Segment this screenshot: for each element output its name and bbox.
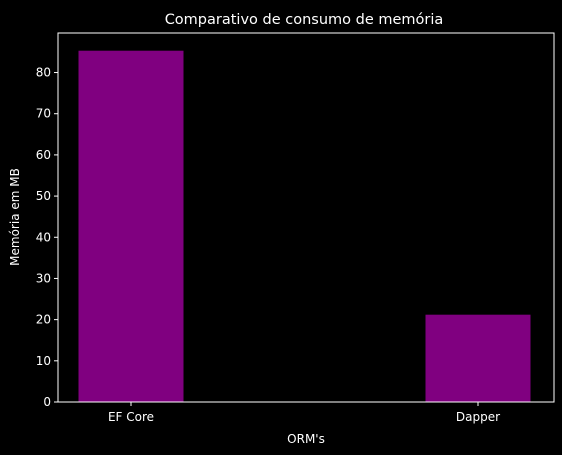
y-axis-label: Memória em MB (8, 168, 22, 266)
plot-area: 0 10 20 30 40 50 60 70 80 EF Core Dapper (36, 32, 555, 424)
y-tick-label: 80 (36, 66, 51, 80)
y-tick-label: 70 (36, 107, 51, 121)
y-tick-label: 10 (36, 354, 51, 368)
x-axis-label: ORM's (287, 432, 325, 446)
y-tick-label: 20 (36, 313, 51, 327)
y-tick-label: 40 (36, 230, 51, 244)
x-tick-label: Dapper (456, 410, 500, 424)
x-tick-label: EF Core (108, 410, 154, 424)
axes-frame (57, 32, 555, 403)
y-tick-label: 50 (36, 189, 51, 203)
x-axis-ticks: EF Core Dapper (108, 402, 500, 424)
y-tick-label: 30 (36, 271, 51, 285)
bars-group (78, 50, 531, 402)
y-tick-label: 60 (36, 148, 51, 162)
chart-title: Comparativo de consumo de memória (165, 12, 444, 28)
y-axis-ticks: 0 10 20 30 40 50 60 70 80 (36, 66, 58, 409)
bar-ef-core (78, 50, 184, 402)
bar-dapper (425, 314, 531, 402)
y-tick-label: 0 (43, 395, 51, 409)
